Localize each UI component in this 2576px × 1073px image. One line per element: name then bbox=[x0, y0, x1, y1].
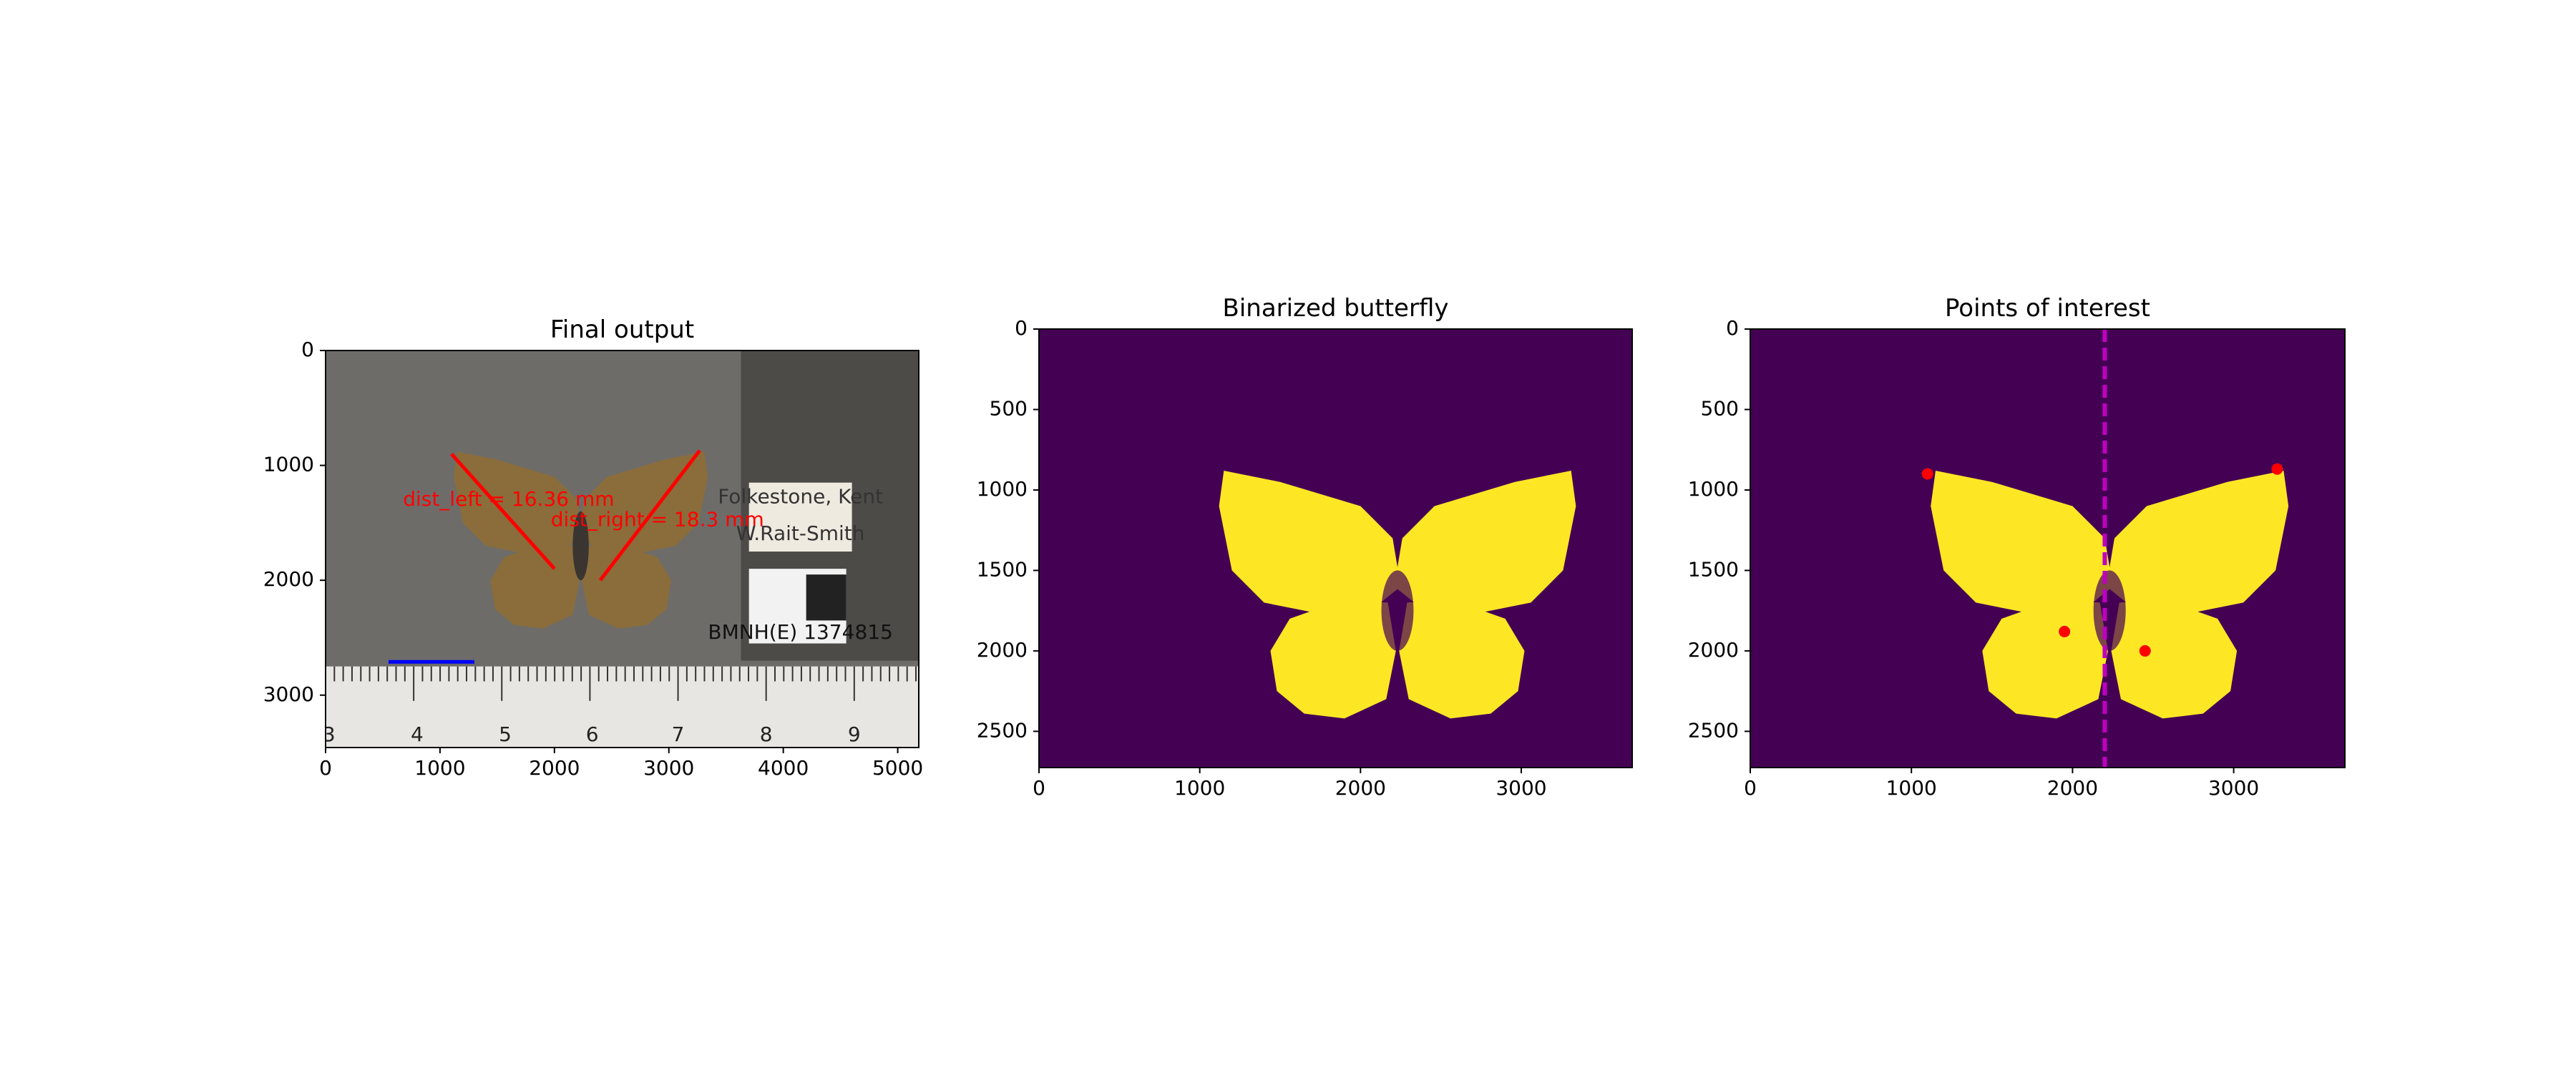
ruler bbox=[326, 666, 919, 748]
butterfly-mask bbox=[2111, 599, 2238, 719]
annotation: BMNH(E) 1374815 bbox=[708, 620, 893, 644]
annotation: 6 bbox=[586, 722, 599, 746]
annotation: 8 bbox=[760, 722, 773, 746]
y-tick-label: 500 bbox=[990, 396, 1028, 420]
butterfly-mask bbox=[1399, 599, 1525, 719]
x-tick-label: 3000 bbox=[643, 756, 694, 780]
x-tick-label: 1000 bbox=[1886, 776, 1937, 800]
axes-frame bbox=[1038, 328, 1633, 768]
x-tick-label: 1000 bbox=[414, 756, 465, 780]
panel-title: Final output bbox=[550, 315, 694, 344]
panel-title: Binarized butterfly bbox=[1223, 294, 1449, 323]
butterfly-mask bbox=[1931, 470, 2113, 612]
x-tick-label: 4000 bbox=[758, 756, 809, 780]
point bbox=[1921, 468, 1933, 480]
y-tick-label: 2500 bbox=[1688, 718, 1739, 742]
annotation: 9 bbox=[848, 722, 861, 746]
x-tick-label: 2000 bbox=[1335, 776, 1386, 800]
y-tick-label: 1500 bbox=[1688, 557, 1739, 581]
panel: 0 1000 2000 3000 0 500 1000 1500 2000 2500 Binariz… bbox=[977, 294, 1633, 800]
x-tick-label: 3000 bbox=[1496, 776, 1546, 800]
body-mask bbox=[2093, 570, 2126, 651]
annotation: Folkestone, Kent bbox=[718, 485, 883, 509]
y-tick-label: 0 bbox=[301, 338, 314, 361]
y-tick-label: 2000 bbox=[263, 567, 314, 591]
butterfly-mask bbox=[1982, 599, 2108, 719]
x-tick-label: 2000 bbox=[2047, 776, 2098, 800]
body-mask bbox=[1381, 570, 1414, 651]
y-tick-label: 2000 bbox=[1688, 638, 1739, 662]
y-tick-label: 1500 bbox=[977, 557, 1028, 581]
image bbox=[1750, 329, 2345, 768]
y-tick-label: 2500 bbox=[977, 718, 1028, 742]
panel-title: Points of interest bbox=[1945, 294, 2150, 323]
y-tick-label: 1000 bbox=[977, 477, 1028, 501]
segment bbox=[450, 452, 556, 570]
x-tick-label: 2000 bbox=[529, 756, 580, 780]
annotation: 4 bbox=[411, 722, 424, 746]
annotation: 5 bbox=[499, 722, 512, 746]
annotation: W.Rait-Smith bbox=[736, 521, 865, 545]
x-tick-label: 0 bbox=[319, 756, 332, 780]
axes-frame bbox=[325, 350, 919, 748]
butterfly-mask bbox=[1394, 470, 1576, 612]
locality-label bbox=[748, 482, 852, 552]
x-tick-label: 3000 bbox=[2208, 776, 2259, 800]
y-tick-label: 3000 bbox=[263, 682, 314, 706]
butterfly-wing bbox=[582, 543, 671, 629]
x-tick-label: 5000 bbox=[872, 756, 923, 780]
y-tick-label: 500 bbox=[1701, 396, 1739, 420]
x-tick-label: 0 bbox=[1744, 776, 1757, 800]
butterfly-mask bbox=[1219, 470, 1401, 612]
x-tick-label: 0 bbox=[1033, 776, 1045, 800]
y-tick-label: 0 bbox=[1015, 316, 1028, 340]
panel: 0 1000 2000 3000 0 500 1000 1500 2000 2500 Points … bbox=[1688, 294, 2346, 800]
qr-code bbox=[806, 574, 847, 621]
y-tick-label: 1000 bbox=[1688, 477, 1739, 501]
x-tick-label: 1000 bbox=[1174, 776, 1225, 800]
image bbox=[1039, 329, 1632, 768]
butterfly-wing bbox=[490, 543, 580, 629]
butterfly-wing bbox=[578, 451, 708, 553]
y-tick-label: 2000 bbox=[977, 638, 1028, 662]
butterfly-wing bbox=[454, 451, 583, 553]
segment bbox=[598, 449, 701, 582]
annotation: 3 bbox=[323, 722, 336, 746]
y-tick-label: 1000 bbox=[263, 453, 314, 476]
point bbox=[2271, 463, 2283, 475]
annotation: dist_right = 18.3 mm bbox=[551, 508, 764, 531]
point bbox=[2059, 625, 2071, 637]
butterfly-mask bbox=[2106, 470, 2289, 612]
butterfly-body bbox=[572, 511, 589, 581]
axes-frame bbox=[1750, 328, 2346, 768]
y-tick-label: 0 bbox=[1726, 316, 1739, 340]
point bbox=[2139, 645, 2151, 657]
annotation: dist_left = 16.36 mm bbox=[403, 487, 614, 511]
butterfly-mask bbox=[1270, 599, 1396, 719]
annotation: 7 bbox=[672, 722, 685, 746]
